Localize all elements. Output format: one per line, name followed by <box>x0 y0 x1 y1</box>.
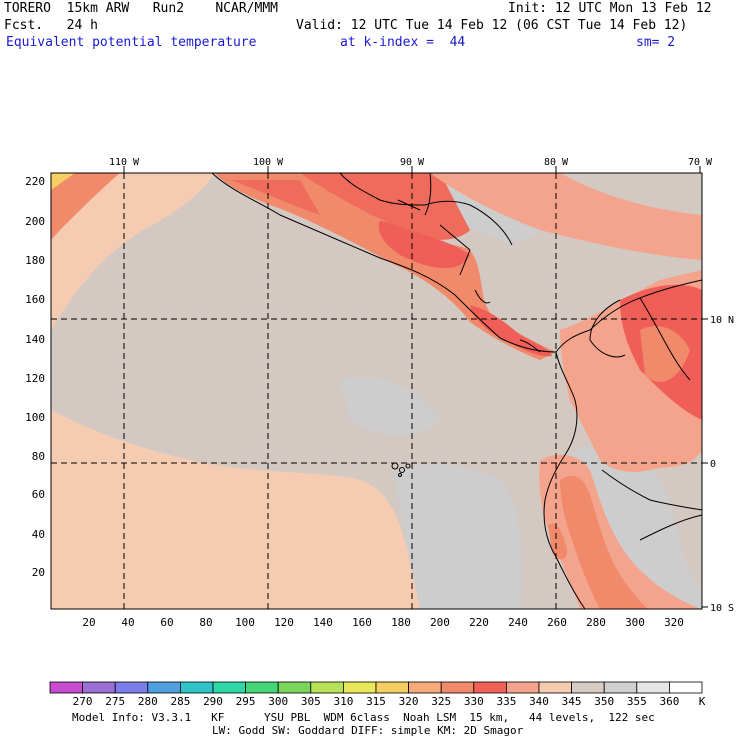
smoothing-label: sm= 2 <box>636 35 676 50</box>
x-tick-label: 240 <box>508 616 528 629</box>
y-tick-label: 120 <box>25 372 45 385</box>
colorbar-label: 355 <box>627 695 647 708</box>
colorbar-label: 315 <box>366 695 386 708</box>
colorbar-label: 335 <box>496 695 516 708</box>
x-tick-label: 180 <box>391 616 411 629</box>
x-tick-label: 300 <box>625 616 645 629</box>
colorbar-cell <box>114 681 149 694</box>
lon-label: 70 W <box>688 157 713 168</box>
x-tick-label: 140 <box>313 616 333 629</box>
x-tick-label: 80 <box>199 616 212 629</box>
coastlines <box>211 172 703 610</box>
lat-axis: 10 N 0 10 S <box>702 315 734 614</box>
x-tick-label: 320 <box>664 616 684 629</box>
lon-label: 90 W <box>400 157 425 168</box>
colorbar-cell <box>82 681 116 694</box>
y-tick-label: 100 <box>25 411 45 424</box>
x-tick-label: 20 <box>82 616 95 629</box>
colorbar-label: 325 <box>431 695 451 708</box>
lat-label: 10 N <box>710 315 734 326</box>
x-tick-label: 260 <box>547 616 567 629</box>
colorbar-cell <box>310 681 344 694</box>
x-tick-label: 60 <box>160 616 173 629</box>
y-tick-label: 200 <box>25 215 45 228</box>
map-figure: 110 W 100 W 90 W 80 W 70 W 10 N 0 10 S 2… <box>25 157 734 708</box>
colorbar-label: 350 <box>594 695 614 708</box>
colorbar-cell <box>277 681 312 694</box>
colorbar-cell <box>245 681 279 694</box>
y-tick-label: 80 <box>32 450 45 463</box>
colorbar-label: 290 <box>203 695 223 708</box>
x-tick-label: 160 <box>352 616 372 629</box>
field-name: Equivalent potential temperature <box>6 35 257 50</box>
colorbar-cell <box>636 681 670 694</box>
colorbar-cell <box>538 681 572 694</box>
lon-axis: 110 W 100 W 90 W 80 W 70 W <box>109 157 713 173</box>
y-index-axis: 220 200 180 160 140 120 100 80 60 40 20 <box>25 175 45 579</box>
colorbar-cell <box>147 681 181 694</box>
colorbar-cell <box>440 681 475 694</box>
latlon-grid <box>51 173 702 609</box>
colorbar-cell <box>179 681 214 694</box>
x-index-axis: 20 40 60 80 100 120 140 160 180 200 220 … <box>82 616 684 629</box>
colorbar-cell <box>49 681 83 694</box>
y-tick-label: 60 <box>32 488 45 501</box>
colorbar-label: 310 <box>333 695 353 708</box>
y-tick-label: 180 <box>25 254 45 267</box>
x-tick-label: 280 <box>586 616 606 629</box>
header-model: TORERO 15km ARW Run2 NCAR/MMM <box>4 1 278 16</box>
colorbar-cell <box>212 681 246 694</box>
header-valid: Valid: 12 UTC Tue 14 Feb 12 (06 CST Tue … <box>296 18 688 33</box>
colorbar <box>49 681 703 694</box>
y-tick-label: 40 <box>32 528 45 541</box>
colorbar-label: 360 <box>659 695 679 708</box>
colorbar-label: 295 <box>236 695 256 708</box>
colorbar-label: 340 <box>529 695 549 708</box>
colorbar-label: 270 <box>73 695 93 708</box>
colorbar-cell <box>603 681 638 694</box>
colorbar-cell <box>375 681 409 694</box>
colorbar-label: 320 <box>399 695 419 708</box>
plot-frame <box>50 172 703 610</box>
colorbar-cell <box>571 681 605 694</box>
x-tick-label: 40 <box>121 616 134 629</box>
x-tick-label: 220 <box>469 616 489 629</box>
lat-label: 10 S <box>710 603 734 614</box>
colorbar-label: 300 <box>268 695 288 708</box>
colorbar-label: 285 <box>170 695 190 708</box>
y-tick-label: 220 <box>25 175 45 188</box>
theta-e-field <box>51 173 702 609</box>
y-tick-label: 160 <box>25 293 45 306</box>
colorbar-label: 280 <box>138 695 158 708</box>
lon-label: 110 W <box>109 157 140 168</box>
colorbar-cell <box>669 681 703 694</box>
colorbar-cell <box>342 681 377 694</box>
colorbar-label: 275 <box>105 695 125 708</box>
colorbar-cell <box>505 681 540 694</box>
x-tick-label: 100 <box>235 616 255 629</box>
colorbar-cell <box>408 681 442 694</box>
lon-label: 80 W <box>544 157 569 168</box>
y-tick-label: 20 <box>32 566 45 579</box>
level-label: at k-index = 44 <box>340 35 466 50</box>
header-fcst: Fcst. 24 h <box>4 18 98 33</box>
x-tick-label: 200 <box>430 616 450 629</box>
y-tick-label: 140 <box>25 333 45 346</box>
colorbar-labels: 270 275 280 285 290 295 300 305 310 315 320 325 330 3… <box>73 695 680 708</box>
footer-model-info: Model Info: V3.3.1 KF YSU PBL WDM 6class… <box>72 711 655 724</box>
colorbar-label: 330 <box>464 695 484 708</box>
lat-label: 0 <box>710 459 716 470</box>
footer-physics-info: LW: Godd SW: Goddard DIFF: simple KM: 2D… <box>212 724 524 737</box>
x-tick-label: 120 <box>274 616 294 629</box>
colorbar-label: 345 <box>562 695 582 708</box>
header-init: Init: 12 UTC Mon 13 Feb 12 <box>508 1 712 16</box>
colorbar-label: 305 <box>301 695 321 708</box>
colorbar-cell <box>473 681 507 694</box>
colorbar-unit: K <box>699 695 706 708</box>
lon-label: 100 W <box>253 157 284 168</box>
